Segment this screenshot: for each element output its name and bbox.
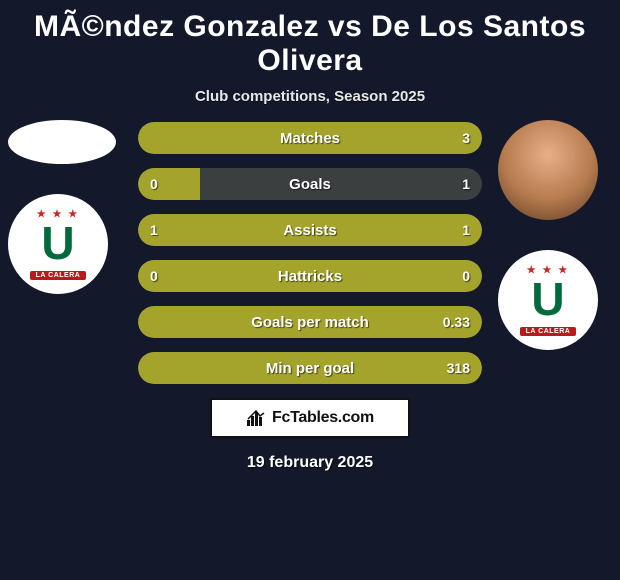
right-club-badge: ★ ★ ★ U LA CALERA bbox=[498, 250, 598, 350]
left-club-badge: ★ ★ ★ U LA CALERA bbox=[8, 194, 108, 294]
stat-label: Assists bbox=[138, 222, 482, 239]
left-club-name: LA CALERA bbox=[30, 271, 87, 280]
stat-value-left: 0 bbox=[150, 268, 158, 284]
stat-value-right: 0 bbox=[462, 268, 470, 284]
stat-row: Assists1 1 bbox=[138, 214, 482, 246]
stat-label: Goals per match bbox=[138, 314, 482, 331]
stat-row: Goals0 1 bbox=[138, 168, 482, 200]
bars-icon bbox=[246, 408, 266, 428]
footer-date: 19 february 2025 bbox=[0, 454, 620, 472]
subtitle: Club competitions, Season 2025 bbox=[0, 88, 620, 105]
stat-value-left: 0 bbox=[150, 176, 158, 192]
stat-value-right: 1 bbox=[462, 222, 470, 238]
page-title: MÃ©ndez Gonzalez vs De Los Santos Oliver… bbox=[0, 0, 620, 82]
right-player-column: ★ ★ ★ U LA CALERA bbox=[498, 120, 608, 350]
stat-value-left: 1 bbox=[150, 222, 158, 238]
right-player-avatar bbox=[498, 120, 598, 220]
stat-label: Min per goal bbox=[138, 360, 482, 377]
source-text: FcTables.com bbox=[272, 409, 374, 427]
stat-value-right: 0.33 bbox=[443, 314, 470, 330]
source-badge: FcTables.com bbox=[210, 398, 410, 438]
stat-label: Matches bbox=[138, 130, 482, 147]
stats-list: Matches3Goals01Assists11Hattricks00Goals… bbox=[138, 122, 482, 398]
stat-row: Goals per match0.33 bbox=[138, 306, 482, 338]
stat-value-right: 1 bbox=[462, 176, 470, 192]
left-player-column: ★ ★ ★ U LA CALERA bbox=[8, 120, 118, 294]
club-letter-icon: U bbox=[518, 276, 578, 322]
stat-label: Goals bbox=[138, 176, 482, 193]
stat-value-right: 318 bbox=[447, 360, 470, 376]
stat-label: Hattricks bbox=[138, 268, 482, 285]
stat-row: Matches3 bbox=[138, 122, 482, 154]
club-letter-icon: U bbox=[28, 220, 88, 266]
stat-row: Min per goal318 bbox=[138, 352, 482, 384]
right-club-name: LA CALERA bbox=[520, 327, 577, 336]
left-player-avatar bbox=[8, 120, 116, 164]
stat-row: Hattricks0 0 bbox=[138, 260, 482, 292]
stat-value-right: 3 bbox=[462, 130, 470, 146]
